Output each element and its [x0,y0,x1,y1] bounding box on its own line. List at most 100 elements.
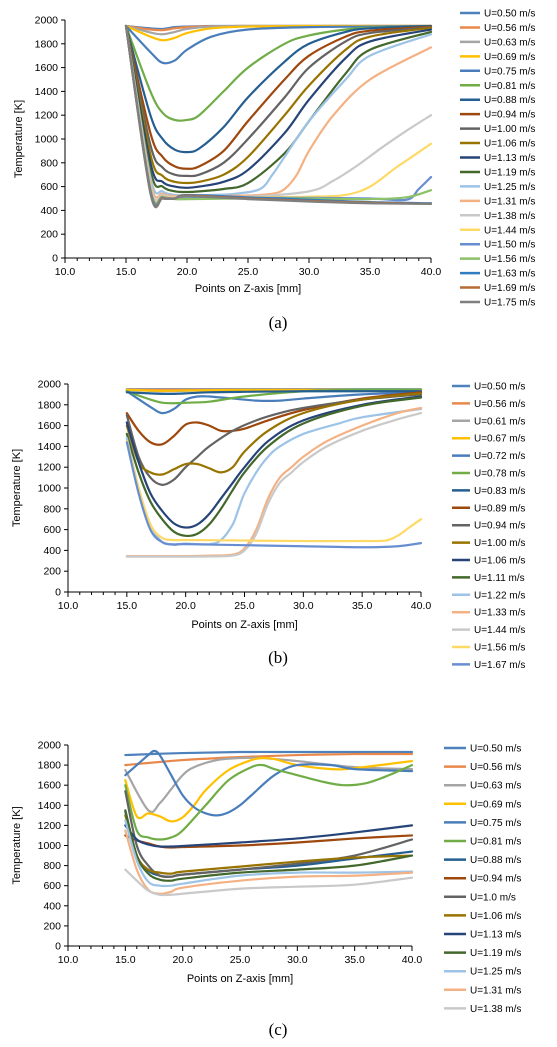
legend-label: U=0.88 m/s [470,855,521,866]
x-tick-label: 10.0 [55,266,76,278]
panel-caption: (a) [269,313,288,332]
series-line [124,819,414,888]
series-line [125,395,423,529]
legend-label: U=0.94 m/s [484,110,535,121]
legend-label: U=1.38 m/s [484,211,535,222]
series-line [124,756,414,814]
series-line [125,393,423,486]
y-tick-label: 200 [43,566,61,578]
y-tick-label: 2000 [38,379,62,391]
legend-label: U=0.83 m/s [474,486,525,497]
y-tick-label: 400 [43,900,61,912]
legend-label: U=0.69 m/s [484,52,535,63]
x-tick-label: 35.0 [352,600,373,612]
panel-caption: (c) [269,1020,288,1039]
x-tick-label: 20.0 [177,266,198,278]
series-line [124,24,433,185]
y-tick-label: 600 [40,181,58,193]
legend-label: U=1.22 m/s [474,590,525,601]
x-tick-label: 15.0 [116,266,137,278]
series-line [124,24,433,207]
y-tick-label: 1600 [38,420,62,432]
legend-label: U=0.72 m/s [474,451,525,462]
legend-label: U=0.81 m/s [470,837,521,848]
legend-label: U=1.06 m/s [470,911,521,922]
y-tick-label: 800 [40,157,58,169]
y-tick-label: 200 [43,920,61,932]
legend-label: U=0.56 m/s [470,762,521,773]
y-tick-label: 1600 [38,780,62,792]
series-line [124,24,433,206]
series-line [124,24,433,209]
x-axis-title: Points on Z-axis [mm] [195,283,301,295]
legend-label: U=0.88 m/s [484,95,535,106]
legend-label: U=1.0 m/s [470,892,516,903]
chart-panel: 0 200 400 600 800 1000 1200 1400 1600 1800 2000 10.… [13,9,535,333]
legend-label: U=0.63 m/s [484,37,535,48]
x-tick-label: 10.0 [58,600,79,612]
series-line [124,24,433,208]
series-line [124,24,433,202]
x-tick-label: 40.0 [421,266,442,278]
legend-label: U=1.25 m/s [484,182,535,193]
x-tick-label: 30.0 [287,954,308,966]
series-line [125,392,423,476]
legend-label: U=1.31 m/s [470,985,521,996]
y-tick-label: 0 [55,941,61,953]
series-line [124,756,414,823]
panel-caption: (b) [268,648,288,667]
y-tick-label: 200 [40,229,58,241]
legend-label: U=0.50 m/s [470,744,521,755]
legend-label: U=1.13 m/s [484,153,535,164]
y-tick-label: 1200 [35,110,59,122]
y-axis-title: Temperature [K] [13,100,25,178]
y-tick-label: 1400 [38,441,62,453]
series-line [125,396,423,538]
series-line [125,390,423,415]
x-axis-title: Points on Z-axis [mm] [191,619,297,631]
series-line [124,24,433,178]
series-line [124,752,414,767]
legend-label: U=1.50 m/s [484,240,535,251]
legend-label: U=1.63 m/s [484,269,535,280]
legend-label: U=1.33 m/s [474,608,525,619]
series-line [124,749,414,817]
y-tick-label: 0 [55,587,61,599]
legend-label: U=0.50 m/s [474,382,525,393]
series-line [125,407,423,546]
legend-label: U=0.67 m/s [474,434,525,445]
y-tick-label: 800 [43,860,61,872]
x-tick-label: 25.0 [234,600,255,612]
series-line [124,24,433,170]
series-line [124,24,433,197]
y-tick-label: 800 [43,503,61,515]
legend-label: U=0.78 m/s [474,469,525,480]
series-line [125,390,423,396]
x-tick-label: 30.0 [299,266,320,278]
series-line [124,868,414,897]
series-line [125,441,423,549]
y-tick-label: 1000 [38,483,62,495]
y-tick-label: 2000 [35,15,59,27]
legend-label: U=0.69 m/s [470,799,521,810]
y-tick-label: 2000 [38,740,62,752]
legend-label: U=0.75 m/s [484,66,535,77]
x-tick-label: 35.0 [344,954,365,966]
series-line [124,750,414,757]
legend-label: U=0.56 m/s [474,399,525,410]
legend-label: U=1.67 m/s [474,660,525,671]
legend-label: U=0.94 m/s [474,521,525,532]
series-line [124,24,433,199]
legend-label: U=1.06 m/s [484,139,535,150]
x-tick-label: 35.0 [360,266,381,278]
legend-label: U=0.75 m/s [470,818,521,829]
legend-label: U=1.25 m/s [470,967,521,978]
legend-label: U=0.61 m/s [474,416,525,427]
legend-label: U=1.38 m/s [470,1004,521,1015]
legend-label: U=1.06 m/s [474,556,525,567]
legend-label: U=1.19 m/s [484,167,535,178]
y-tick-label: 400 [43,545,61,557]
series-line [124,809,414,882]
y-axis-title: Temperature [K] [11,806,23,884]
